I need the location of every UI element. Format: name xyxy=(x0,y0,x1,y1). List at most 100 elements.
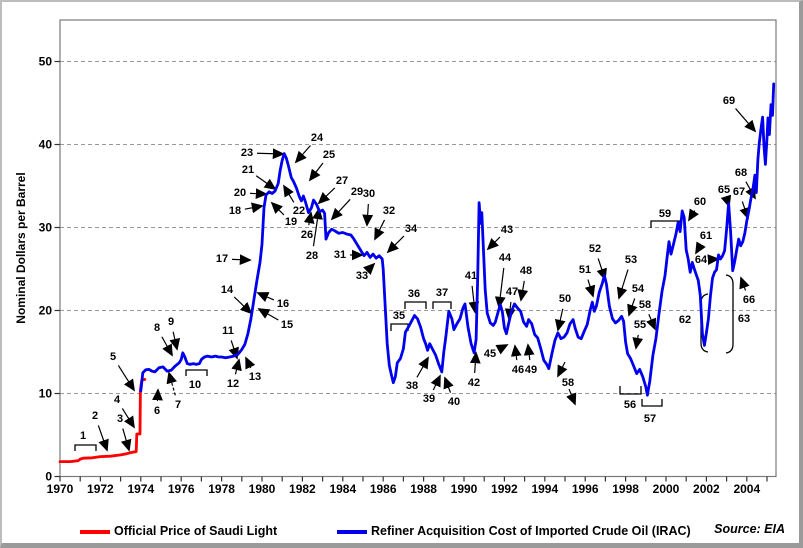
annotation-12: 12 xyxy=(226,378,240,390)
annotation-38: 38 xyxy=(405,380,419,392)
annotation-32: 32 xyxy=(382,205,396,217)
y-axis-title: Nominal Dollars per Barrel xyxy=(14,172,28,324)
y-tick-label-40: 40 xyxy=(38,136,52,151)
x-tick-label-2000: 2000 xyxy=(652,482,680,496)
annotation-22: 22 xyxy=(292,205,306,217)
annotation-20: 20 xyxy=(233,187,247,199)
annotation-50: 50 xyxy=(558,293,572,305)
legend-label-irac: Refiner Acquisition Cost of Imported Cru… xyxy=(371,524,691,538)
x-tick-label-1978: 1978 xyxy=(208,482,235,496)
annotation-56: 56 xyxy=(623,399,637,411)
annotation-14: 14 xyxy=(220,284,234,296)
x-tick-label-1998: 1998 xyxy=(612,482,639,496)
annotation-49: 49 xyxy=(524,364,538,376)
annotation-18: 18 xyxy=(228,205,242,217)
y-tick-label-0: 0 xyxy=(45,468,52,483)
annotation-25: 25 xyxy=(322,149,336,161)
annotation-42: 42 xyxy=(467,377,481,389)
x-tick-label-1972: 1972 xyxy=(87,482,114,496)
legend-label-saudi-light: Official Price of Saudi Light xyxy=(114,524,278,538)
annotation-44: 44 xyxy=(498,252,512,264)
legend-line-irac xyxy=(337,530,367,534)
annotation-66: 66 xyxy=(742,294,756,306)
annotation-9: 9 xyxy=(167,316,175,328)
annotation-35: 35 xyxy=(392,310,406,322)
x-tick-label-1986: 1986 xyxy=(369,482,397,496)
y-tick-label-20: 20 xyxy=(38,302,52,317)
annotation-7: 7 xyxy=(174,399,182,411)
annotation-33: 33 xyxy=(355,270,369,282)
x-tick-label-1988: 1988 xyxy=(410,482,437,496)
annotation-30: 30 xyxy=(362,188,376,200)
legend: Official Price of Saudi Light Refiner Ac… xyxy=(2,514,799,543)
annotation-58: 58 xyxy=(561,377,575,389)
annotation-29: 29 xyxy=(350,186,364,198)
annotation-63: 63 xyxy=(737,313,751,325)
annotation-3: 3 xyxy=(116,413,124,425)
x-tick-label-1992: 1992 xyxy=(491,482,518,496)
annotation-58: 58 xyxy=(638,299,652,311)
annotation-43: 43 xyxy=(500,224,514,236)
annotation-8: 8 xyxy=(153,322,161,334)
x-tick-label-1976: 1976 xyxy=(167,482,195,496)
annotation-54: 54 xyxy=(631,283,645,295)
x-tick-label-2002: 2002 xyxy=(693,482,720,496)
annotation-39: 39 xyxy=(422,393,436,405)
annotation-1: 1 xyxy=(79,430,87,442)
annotation-59: 59 xyxy=(658,208,672,220)
x-tick-label-1990: 1990 xyxy=(450,482,478,496)
x-tick-label-1982: 1982 xyxy=(289,482,316,496)
annotation-48: 48 xyxy=(519,265,533,277)
y-tick-label-50: 50 xyxy=(38,53,52,68)
annotation-61: 61 xyxy=(699,230,713,242)
annotation-13: 13 xyxy=(248,371,262,383)
y-tick-label-10: 10 xyxy=(38,385,52,400)
annotation-36: 36 xyxy=(407,288,421,300)
annotation-37: 37 xyxy=(435,287,449,299)
annotation-4: 4 xyxy=(113,394,121,406)
legend-line-saudi-light xyxy=(80,530,110,534)
x-tick-label-1994: 1994 xyxy=(531,482,559,496)
x-tick-label-1970: 1970 xyxy=(46,482,74,496)
annotation-60: 60 xyxy=(693,196,707,208)
annotation-16: 16 xyxy=(276,298,290,310)
annotation-53: 53 xyxy=(624,254,638,266)
x-tick-label-2004: 2004 xyxy=(733,482,761,496)
annotation-23: 23 xyxy=(240,147,254,159)
annotation-15: 15 xyxy=(280,319,294,331)
annotation-5: 5 xyxy=(109,351,117,363)
annotation-21: 21 xyxy=(241,164,255,176)
annotation-24: 24 xyxy=(310,132,324,144)
annotation-65: 65 xyxy=(717,184,731,196)
annotation-47: 47 xyxy=(505,286,519,298)
annotation-17: 17 xyxy=(215,253,229,265)
annotation-57: 57 xyxy=(643,413,657,425)
annotation-52: 52 xyxy=(588,243,602,255)
annotation-26: 26 xyxy=(300,229,314,241)
annotation-41: 41 xyxy=(464,270,478,282)
annotation-40: 40 xyxy=(447,396,461,408)
series-line-saudi-light xyxy=(58,377,147,464)
annotation-55: 55 xyxy=(633,319,647,331)
annotation-68: 68 xyxy=(734,167,748,179)
annotation-6: 6 xyxy=(153,405,161,417)
annotation-28: 28 xyxy=(305,250,319,262)
y-tick-label-30: 30 xyxy=(38,219,52,234)
annotation-31: 31 xyxy=(333,249,347,261)
source-label: Source: EIA xyxy=(714,522,785,536)
x-tick-label-1980: 1980 xyxy=(248,482,276,496)
annotation-51: 51 xyxy=(578,264,592,276)
x-tick-label-1974: 1974 xyxy=(127,482,155,496)
series-line-irac xyxy=(139,82,776,397)
annotation-2: 2 xyxy=(91,410,99,422)
annotation-11: 11 xyxy=(222,325,234,337)
x-tick-label-1996: 1996 xyxy=(571,482,599,496)
annotation-19: 19 xyxy=(284,216,298,228)
annotation-45: 45 xyxy=(483,348,497,360)
annotation-62: 62 xyxy=(678,314,692,326)
annotation-67: 67 xyxy=(732,186,746,198)
annotation-34: 34 xyxy=(404,223,418,235)
x-tick-label-1984: 1984 xyxy=(329,482,357,496)
